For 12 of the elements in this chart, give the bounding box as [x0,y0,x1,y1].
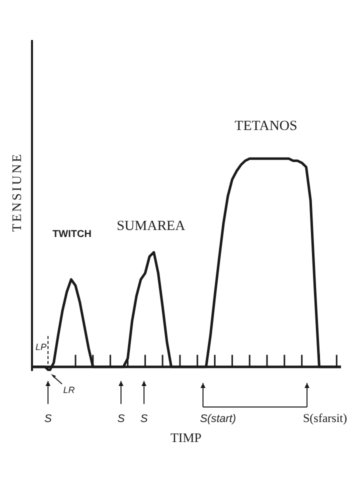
annotation: LP [35,342,47,352]
text: S [117,413,126,425]
text: S(sfarsit) [303,411,347,425]
text: S(start) [200,413,236,425]
annotation: SUMAREA [116,219,186,234]
annotation: TWITCH [52,229,92,240]
text: S [140,413,148,425]
y-axis-title: TENSIUNE [9,152,24,232]
text: LR [63,385,76,395]
text: TETANOS [234,119,298,134]
x-axis-title: TIMP [170,430,202,445]
text: S [44,413,52,425]
